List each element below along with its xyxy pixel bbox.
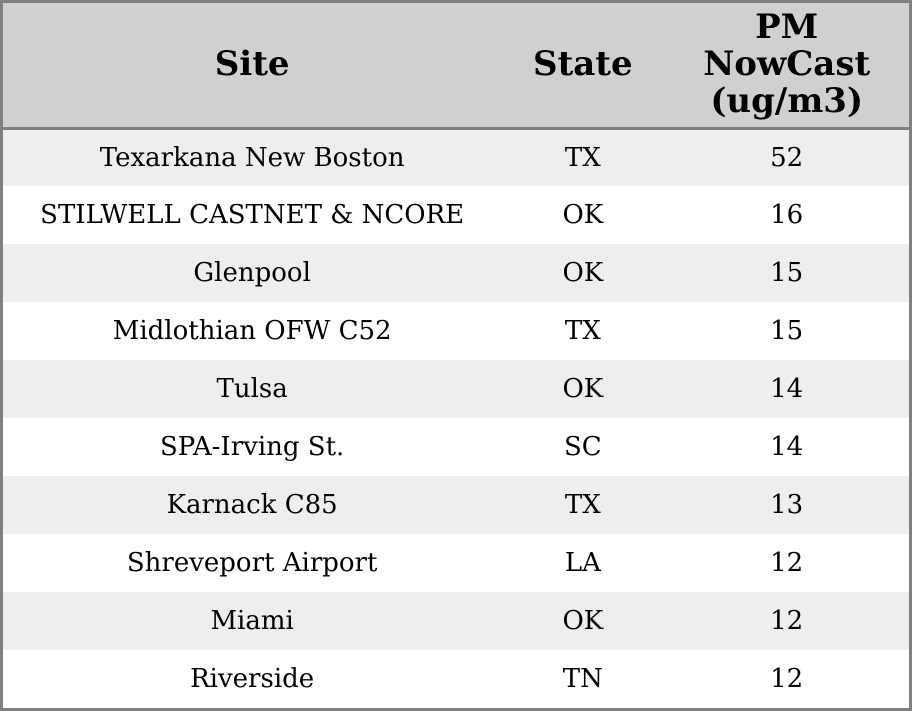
pm-nowcast-cell: 15 [770, 258, 804, 288]
state-cell: TX [564, 490, 601, 520]
site-cell: Texarkana New Boston [99, 142, 405, 173]
site-cell: Karnack C85 [166, 490, 338, 520]
state-cell: TX [564, 316, 601, 346]
table-header: Site State PM NowCast (ug/m3) [3, 3, 909, 130]
column-header-pm-nowcast: PM NowCast (ug/m3) [664, 3, 909, 130]
pm-nowcast-cell: 12 [770, 664, 804, 694]
state-cell: OK [562, 200, 604, 230]
pm-nowcast-cell: 12 [770, 606, 804, 636]
state-cell: OK [562, 606, 604, 636]
site-cell: Riverside [190, 664, 315, 694]
pm-nowcast-cell: 52 [770, 142, 804, 173]
pm-nowcast-cell: 13 [770, 490, 804, 520]
table-row: SPA-Irving St. SC 14 [3, 418, 909, 476]
state-cell: SC [563, 432, 602, 462]
pm-nowcast-cell: 16 [770, 200, 804, 230]
table-row: Shreveport Airport LA 12 [3, 534, 909, 592]
state-cell: TX [564, 142, 601, 173]
table-row: Miami OK 12 [3, 592, 909, 650]
header-row: Site State PM NowCast (ug/m3) [3, 3, 909, 130]
site-cell: Miami [210, 606, 294, 636]
table-row: Karnack C85 TX 13 [3, 476, 909, 534]
pm-nowcast-cell: 15 [770, 316, 804, 346]
table-row: Riverside TN 12 [3, 650, 909, 708]
table-row: Glenpool OK 15 [3, 244, 909, 302]
pm-nowcast-cell: 14 [770, 374, 804, 404]
site-cell: Glenpool [193, 258, 311, 288]
site-cell: STILWELL CASTNET & NCORE [40, 200, 465, 230]
site-cell: SPA-Irving St. [159, 432, 345, 462]
column-header-site: Site [3, 3, 502, 130]
column-header-state: State [501, 3, 665, 130]
air-quality-table: Site State PM NowCast (ug/m3) Texarkana … [3, 3, 909, 708]
state-cell: OK [562, 374, 604, 404]
column-header-pm-nowcast-label: PM NowCast (ug/m3) [703, 6, 871, 122]
state-cell: LA [564, 548, 601, 578]
table-row: Texarkana New Boston TX 52 [3, 128, 909, 186]
column-header-state-label: State [533, 44, 633, 85]
pm-nowcast-cell: 12 [770, 548, 804, 578]
state-cell: TN [562, 664, 603, 694]
state-cell: OK [562, 258, 604, 288]
site-cell: Tulsa [216, 374, 288, 404]
pm-nowcast-cell: 14 [770, 432, 804, 462]
table-row: STILWELL CASTNET & NCORE OK 16 [3, 186, 909, 244]
table-row: Midlothian OFW C52 TX 15 [3, 302, 909, 360]
table-body: Texarkana New Boston TX 52 STILWELL CASTNET… [3, 128, 909, 708]
column-header-site-label: Site [214, 44, 290, 85]
site-cell: Midlothian OFW C52 [112, 316, 392, 346]
table-row: Tulsa OK 14 [3, 360, 909, 418]
site-cell: Shreveport Airport [126, 548, 378, 578]
